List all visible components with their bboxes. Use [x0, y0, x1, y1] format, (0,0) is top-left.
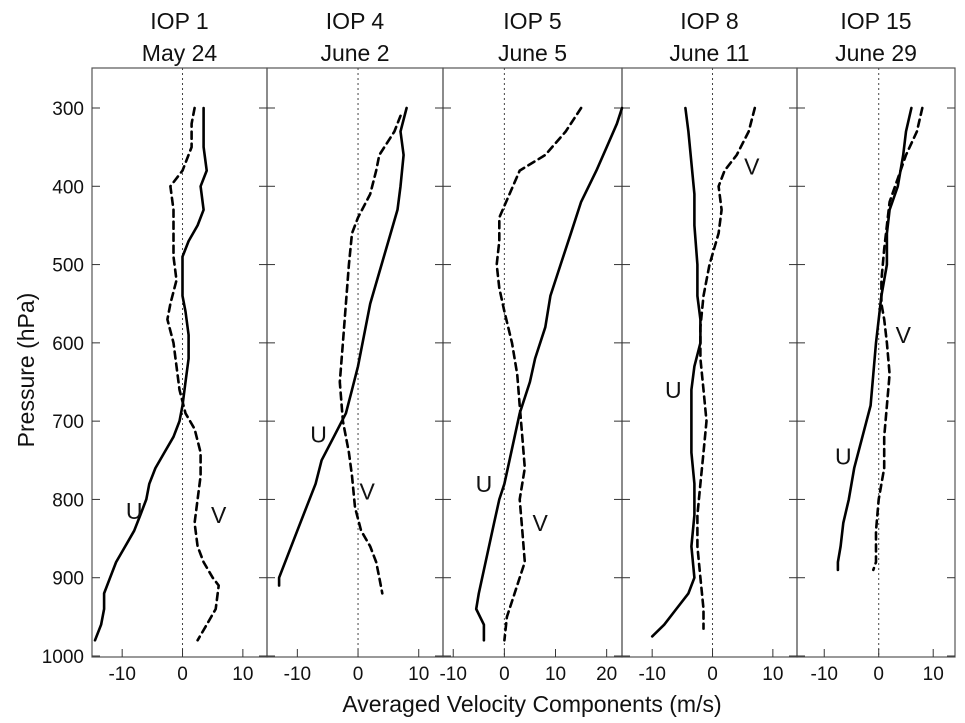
ytick-label-0: 300	[52, 99, 84, 120]
panel-frame-2	[266, 67, 444, 658]
series-u-panel-5	[836, 106, 913, 572]
series-label-u-panel-4: U	[665, 377, 682, 403]
series-v-panel-3	[495, 106, 583, 642]
y-axis-title: Pressure (hPa)	[13, 293, 39, 448]
series-u-panel-1	[93, 106, 208, 642]
series-v-panel-4	[696, 106, 757, 630]
ytick-label-2: 500	[52, 256, 84, 277]
xtick-label-3-1: 0	[499, 664, 510, 685]
series-label-v-panel-3: V	[532, 510, 548, 536]
xtick-label-3-0: -10	[439, 664, 466, 685]
xtick-label-4-0: -10	[638, 664, 665, 685]
panel-title-2-line2: June 2	[320, 40, 389, 66]
panel-title-2-line1: IOP 4	[326, 8, 385, 34]
panel-title-3-line2: June 5	[498, 40, 567, 66]
panel-frame-1	[91, 67, 268, 658]
xtick-label-5-0: -10	[811, 664, 838, 685]
xtick-label-5-2: 10	[923, 664, 944, 685]
series-label-v-panel-1: V	[211, 502, 227, 528]
panel-title-3-line1: IOP 5	[503, 8, 561, 34]
series-u-panel-2	[277, 106, 408, 587]
panel-title-1-line2: May 24	[142, 40, 218, 66]
series-label-u-panel-5: U	[835, 443, 852, 469]
series-lines	[93, 106, 924, 642]
x-tick-labels: -10 0 10 -10 0 10 -10 0 10 20 -10 0 10 -10 0 10	[108, 664, 943, 685]
xtick-label-2-2: 10	[408, 664, 429, 685]
series-v-panel-2	[338, 114, 402, 595]
series-label-v-panel-2: V	[359, 479, 375, 505]
axis-ticks	[92, 107, 955, 657]
series-u-panel-4	[650, 106, 702, 638]
xtick-label-2-0: -10	[284, 664, 311, 685]
xtick-label-2-1: 0	[353, 664, 364, 685]
ytick-label-1: 400	[52, 177, 84, 198]
series-label-u-panel-3: U	[476, 471, 493, 497]
ytick-label-7: 1000	[42, 647, 84, 668]
panel-title-5-line2: June 29	[835, 40, 917, 66]
series-u-panel-3	[474, 106, 624, 642]
panel-title-5-line1: IOP 15	[840, 8, 911, 34]
panel-frames	[91, 67, 956, 658]
xtick-label-4-2: 10	[762, 664, 783, 685]
xtick-label-1-0: -10	[108, 664, 135, 685]
panel-title-1-line1: IOP 1	[150, 8, 208, 34]
ytick-label-6: 900	[52, 569, 84, 590]
ytick-label-3: 600	[52, 334, 84, 355]
ytick-label-4: 700	[52, 412, 84, 433]
panel-frame-3	[442, 67, 623, 658]
series-v-panel-1	[166, 106, 220, 642]
series-label-v-panel-5: V	[896, 322, 912, 348]
xtick-label-1-2: 10	[232, 664, 253, 685]
series-v-panel-5	[872, 106, 924, 572]
series-label-u-panel-2: U	[310, 421, 327, 447]
xtick-label-1-1: 0	[177, 664, 188, 685]
panel-title-4-line1: IOP 8	[680, 8, 738, 34]
ytick-label-5: 800	[52, 490, 84, 511]
xtick-label-3-3: 20	[596, 664, 617, 685]
y-tick-labels: 300 400 500 600 700 800 900 1000	[42, 99, 84, 668]
panel-title-4-line2: June 11	[669, 40, 749, 66]
xtick-label-3-2: 10	[545, 664, 566, 685]
xtick-label-5-1: 0	[873, 664, 884, 685]
panel-frame-5	[796, 67, 956, 658]
zero-lines	[182, 68, 880, 657]
series-label-v-panel-4: V	[744, 154, 760, 180]
series-label-u-panel-1: U	[126, 498, 143, 524]
x-axis-title: Averaged Velocity Components (m/s)	[342, 691, 721, 717]
series-labels: U V U V U V U V U V	[126, 154, 912, 536]
panel-titles: IOP 1 May 24 IOP 4 June 2 IOP 5 June 5 IOP 8 Ju…	[142, 8, 917, 66]
xtick-label-4-1: 0	[707, 664, 718, 685]
panel-frame-4	[621, 67, 798, 658]
